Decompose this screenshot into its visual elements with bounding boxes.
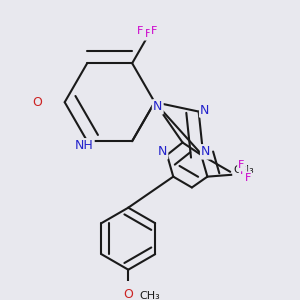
Text: CH₃: CH₃ — [139, 291, 160, 300]
Text: F: F — [151, 26, 157, 36]
Text: O: O — [32, 96, 42, 109]
Text: F: F — [244, 172, 251, 183]
Text: N: N — [200, 103, 209, 116]
Text: F: F — [137, 26, 143, 36]
Text: NH: NH — [75, 139, 94, 152]
Text: N: N — [153, 100, 162, 113]
Text: O: O — [123, 288, 133, 300]
Text: F: F — [145, 29, 151, 39]
Text: CH₃: CH₃ — [233, 165, 254, 175]
Text: F: F — [240, 167, 246, 176]
Text: N: N — [158, 145, 167, 158]
Text: N: N — [201, 145, 211, 158]
Text: F: F — [238, 160, 244, 170]
